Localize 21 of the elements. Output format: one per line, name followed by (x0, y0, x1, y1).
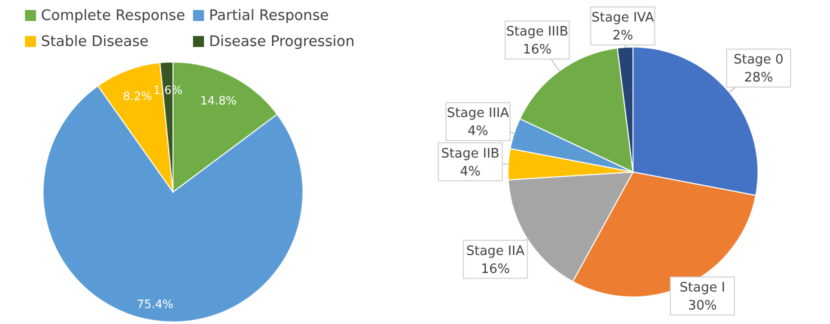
data-label: 30% (688, 298, 717, 314)
slice-label: Stage IVA (592, 10, 654, 26)
slice-label: Stage IIB (441, 146, 500, 162)
data-label: 4% (460, 164, 481, 180)
slice-label: Stage IIIA (446, 106, 510, 122)
slice-label: Stage IIIB (506, 24, 568, 40)
slice-label: Stage 0 (734, 52, 784, 68)
legend-label: Disease Progression (209, 34, 355, 50)
data-label: 28% (744, 70, 774, 86)
legend-label: Stable Disease (41, 34, 149, 50)
legend-label: Complete Response (41, 8, 186, 24)
data-label: 16% (522, 42, 552, 58)
data-label: 75.4% (136, 297, 174, 312)
slice-label: Stage I (680, 280, 726, 296)
data-label: 4% (468, 124, 488, 140)
slice-label: Stage IIA (466, 244, 525, 259)
data-label: 14.8% (200, 94, 237, 108)
data-label: 8.2% (122, 89, 152, 104)
data-label: 2% (612, 28, 634, 44)
data-label: 16% (480, 262, 510, 277)
legend-label: Partial Response (209, 8, 329, 24)
